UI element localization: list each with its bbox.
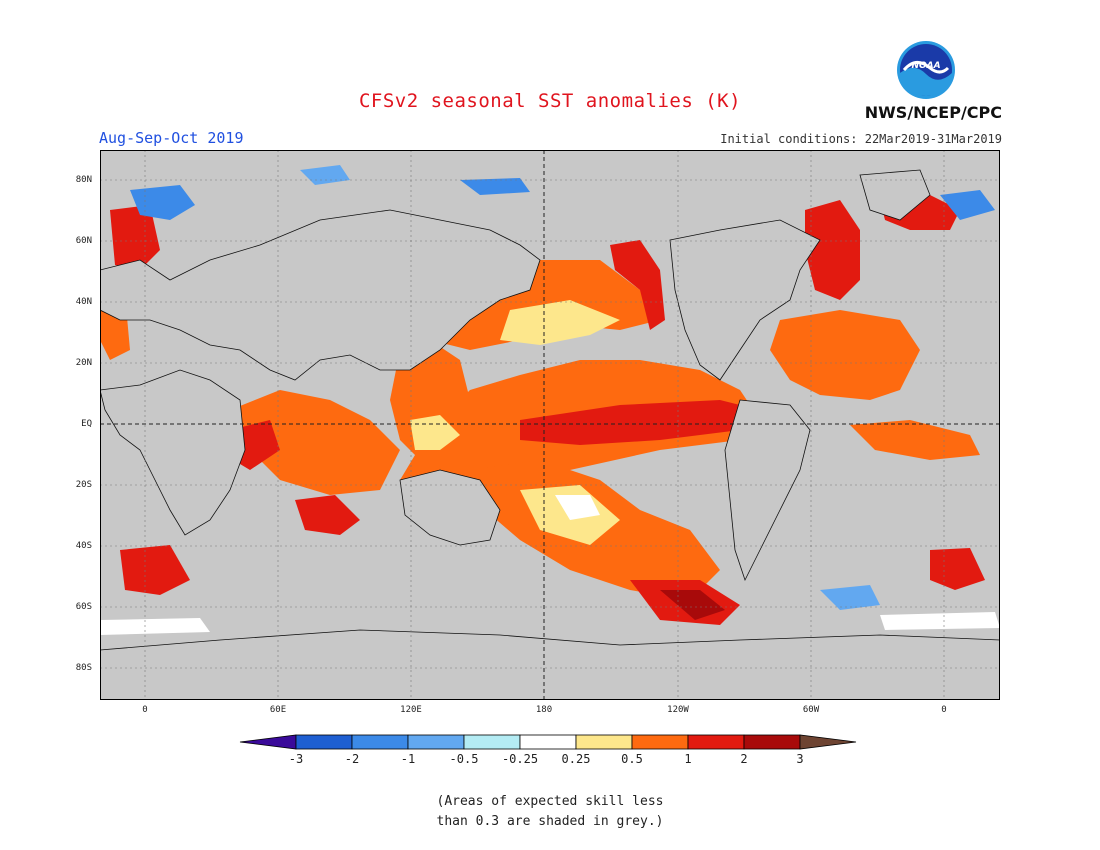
lat-label: 60N [75, 236, 92, 246]
skill-note: (Areas of expected skill less than 0.3 a… [0, 792, 1100, 832]
colorbar-segment [519, 734, 577, 750]
lat-label: EQ [81, 419, 92, 429]
colorbar-segment [631, 734, 689, 750]
colorbar-tick-label: -0.5 [449, 752, 479, 766]
season-label: Aug-Sep-Oct 2019 [99, 129, 244, 147]
colorbar-tick-label: 0.5 [621, 752, 643, 766]
colorbar-tick-label: 1 [684, 752, 692, 766]
colorbar-tick-label: -1 [400, 752, 416, 766]
colorbar-segment [351, 734, 409, 750]
lon-label: 0 [941, 705, 947, 715]
sst-anomaly-map [100, 150, 1000, 700]
colorbar-segment [295, 734, 353, 750]
lat-label: 20S [75, 480, 92, 490]
colorbar-segment [687, 734, 745, 750]
lon-label: 60E [269, 705, 287, 715]
organization-label: NWS/NCEP/CPC [864, 103, 1002, 122]
noaa-logo-text: NOAA [911, 61, 940, 71]
map-title: CFSv2 seasonal SST anomalies (K) [358, 90, 742, 112]
lon-label: 180 [535, 705, 553, 715]
colorbar-tick-label: 2 [740, 752, 748, 766]
colorbar-tick-label: 0.25 [561, 752, 591, 766]
lon-label: 120W [667, 705, 689, 715]
lat-label: 60S [75, 602, 92, 612]
skill-note-line: than 0.3 are shaded in grey.) [436, 814, 664, 829]
initial-conditions-label: Initial conditions: 22Mar2019-31Mar2019 [720, 132, 1002, 146]
lat-label: 20N [75, 358, 92, 368]
colorbar [239, 734, 857, 750]
colorbar-tick-label: -3 [288, 752, 304, 766]
lat-label: 80N [75, 175, 92, 185]
anomaly-shading [100, 165, 1000, 635]
lat-label: 40S [75, 541, 92, 551]
graticule [100, 150, 1000, 700]
colorbar-tick-label: -0.25 [501, 752, 539, 766]
colorbar-segment [743, 734, 801, 750]
skill-note-line: (Areas of expected skill less [436, 794, 664, 809]
lat-label: 40N [75, 297, 92, 307]
lon-label: 60W [802, 705, 820, 715]
colorbar-arrow-high [799, 734, 857, 750]
colorbar-tick-label: -2 [344, 752, 360, 766]
lon-label: 0 [142, 705, 148, 715]
colorbar-segment [463, 734, 521, 750]
colorbar-arrow-low [239, 734, 297, 750]
coastlines [100, 169, 1000, 700]
colorbar-segment [575, 734, 633, 750]
lon-label: 120E [400, 705, 422, 715]
colorbar-segment [407, 734, 465, 750]
lat-label: 80S [75, 663, 92, 673]
colorbar-tick-label: 3 [796, 752, 804, 766]
noaa-logo: NOAA [897, 41, 955, 99]
